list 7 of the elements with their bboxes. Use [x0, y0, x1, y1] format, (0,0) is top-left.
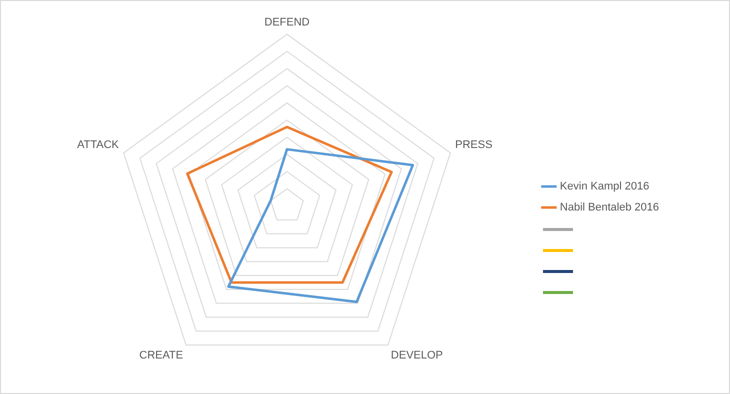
- legend-label: Kevin Kampl 2016: [560, 180, 650, 193]
- spoke-label: PRESS: [455, 138, 492, 151]
- spoke-label: DEFEND: [264, 16, 310, 29]
- legend-label: Nabil Bentaleb 2016: [560, 202, 660, 214]
- spoke-label: DEVELOP: [390, 350, 443, 362]
- spoke-label: ATTACK: [77, 138, 120, 151]
- spoke-label: CREATE: [139, 350, 184, 362]
